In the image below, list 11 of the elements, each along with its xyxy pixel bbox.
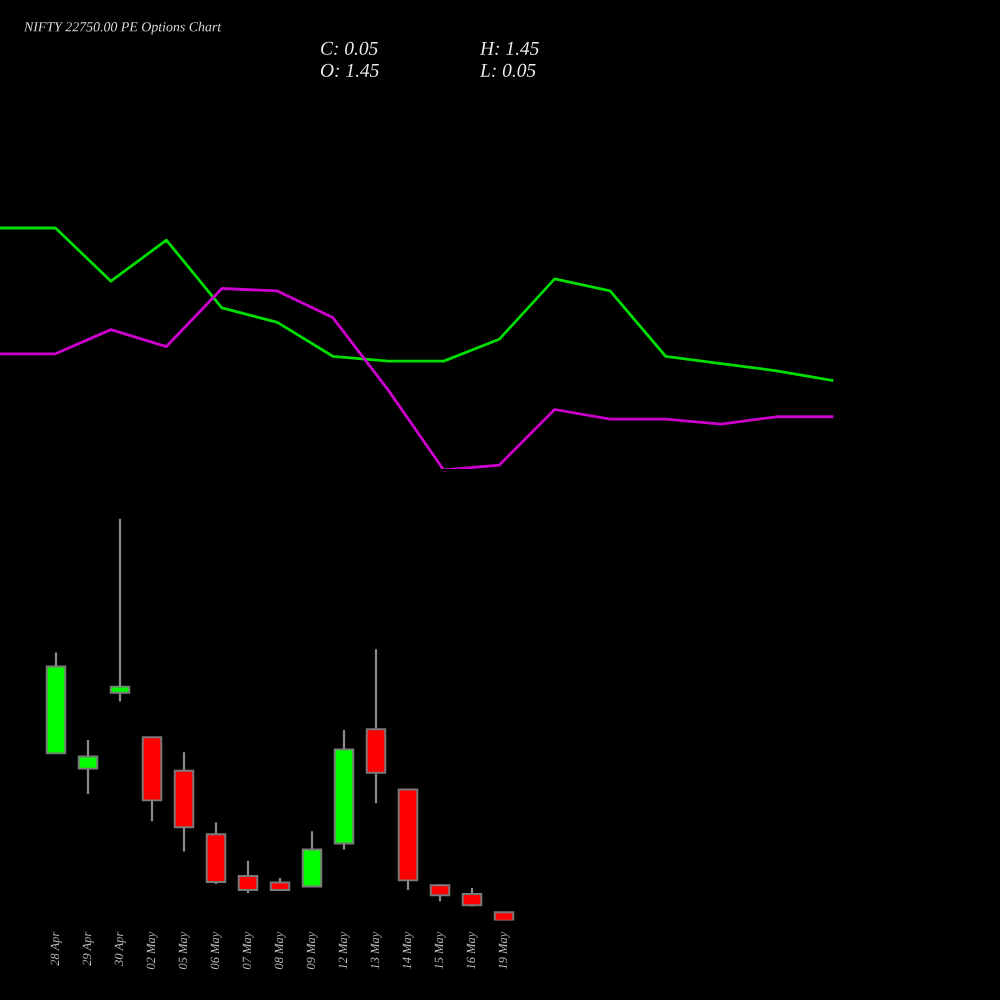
text: H: 1.45 — [479, 41, 539, 55]
candlestick — [77, 738, 99, 796]
candlestick — [205, 821, 227, 886]
candlestick — [301, 830, 323, 888]
candlestick — [461, 886, 483, 908]
text: C: 0.05 — [321, 41, 378, 55]
candlestick — [365, 648, 387, 805]
text: L: 0.05 — [479, 63, 536, 77]
text: O: 1.45 — [320, 63, 379, 77]
candlestick — [109, 518, 131, 703]
candlestick — [237, 859, 259, 895]
